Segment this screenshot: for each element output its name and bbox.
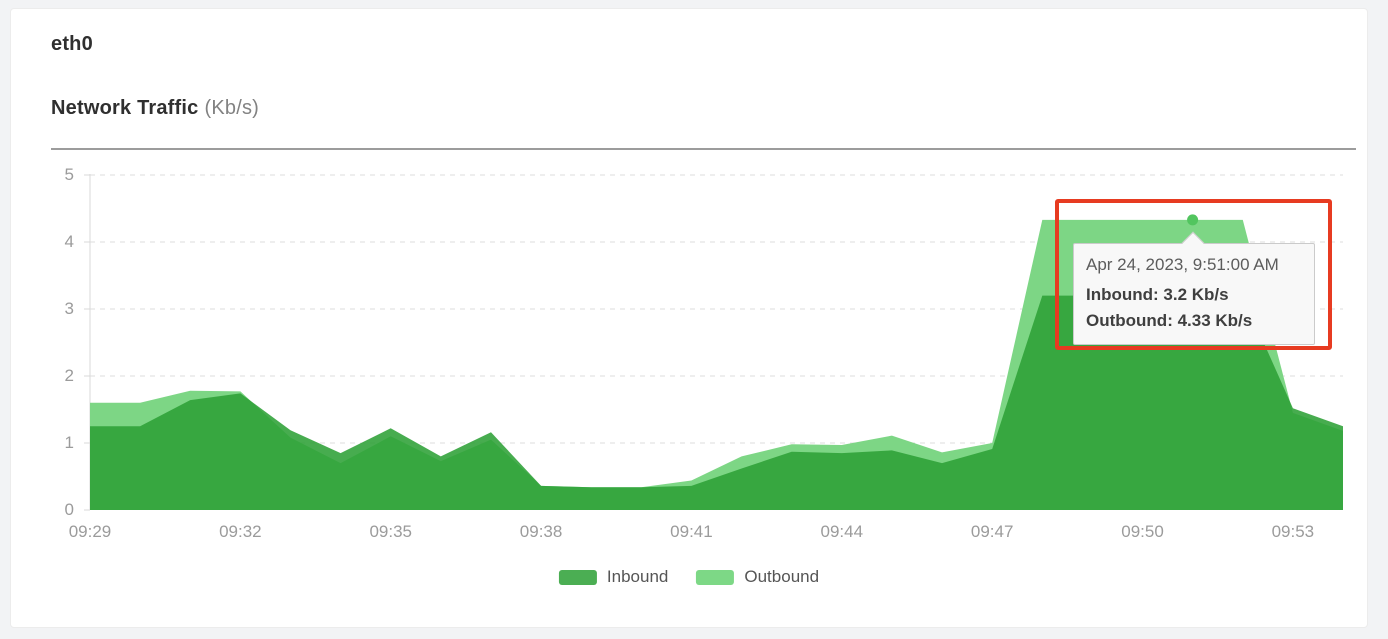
x-tick-label: 09:32	[219, 522, 262, 541]
header-divider	[51, 148, 1356, 150]
x-tick-label: 09:47	[970, 522, 1014, 541]
chart-title-text: Network Traffic	[51, 97, 199, 119]
interface-title: eth0	[51, 33, 93, 55]
x-tick-label: 09:38	[519, 522, 563, 541]
chart-legend: Inbound Outbound	[558, 567, 819, 587]
y-tick-label: 4	[64, 232, 74, 251]
legend-label: Inbound	[606, 567, 669, 586]
tooltip-timestamp: Apr 24, 2023, 9:51:00 AM	[1086, 255, 1279, 274]
area-series-inbound	[90, 295, 1343, 510]
y-tick-label: 5	[64, 165, 74, 184]
x-tick-label: 09:35	[369, 522, 412, 541]
x-tick-label: 09:53	[1271, 522, 1315, 541]
x-tick-label: 09:44	[820, 522, 864, 541]
y-tick-label: 2	[64, 366, 74, 385]
legend-swatch-icon	[558, 569, 597, 585]
highlighted-data-point-marker	[1187, 214, 1199, 226]
x-tick-label: 09:50	[1121, 522, 1164, 541]
chart-tooltip: Apr 24, 2023, 9:51:00 AM Inbound: 3.2 Kb…	[1073, 231, 1315, 345]
legend-item-inbound[interactable]: Inbound	[558, 567, 669, 587]
y-tick-label: 0	[64, 500, 74, 519]
legend-item-outbound[interactable]: Outbound	[696, 567, 819, 587]
chart-title-unit: (Kb/s)	[204, 97, 260, 119]
x-tick-label: 09:29	[68, 522, 112, 541]
y-tick-label: 1	[64, 433, 74, 452]
x-tick-label: 09:41	[670, 522, 713, 541]
chart-title: Network Traffic (Kb/s)	[51, 97, 259, 120]
tooltip-inbound-value: Inbound: 3.2 Kb/s	[1086, 285, 1229, 304]
y-tick-label: 3	[64, 299, 74, 318]
legend-label: Outbound	[744, 567, 820, 586]
tooltip-outbound-value: Outbound: 4.33 Kb/s	[1086, 311, 1253, 330]
legend-swatch-icon	[696, 569, 735, 585]
